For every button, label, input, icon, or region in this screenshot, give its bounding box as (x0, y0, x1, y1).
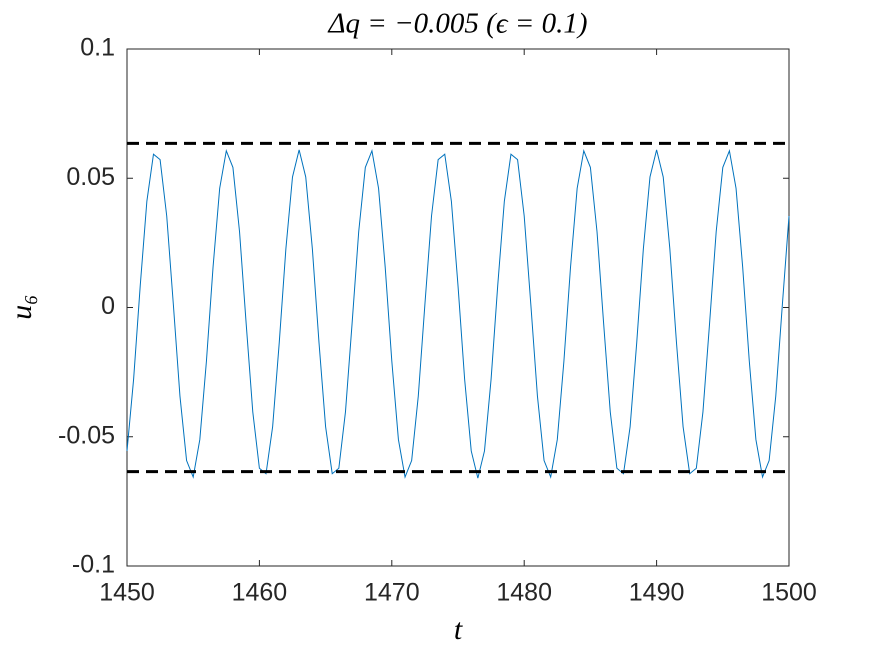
y-tick-label: -0.05 (58, 421, 115, 449)
plot-area (126, 48, 790, 567)
x-tick-label: 1500 (761, 579, 817, 607)
y-tick-label: 0.1 (80, 34, 115, 62)
y-tick-label: 0.05 (66, 163, 115, 191)
y-tick-label: 0 (101, 292, 115, 320)
x-tick-label: 1480 (496, 579, 552, 607)
x-tick-label: 1450 (99, 579, 155, 607)
x-tick-label: 1490 (629, 579, 685, 607)
y-axis-label: u₆ (5, 294, 38, 319)
chart-title: Δq = −0.005 (ϵ = 0.1) (328, 8, 588, 40)
x-tick-label: 1470 (364, 579, 420, 607)
y-tick-label: -0.1 (72, 551, 115, 579)
x-axis-label: t (454, 613, 463, 646)
x-tick-label: 1460 (232, 579, 288, 607)
data-line (126, 149, 790, 479)
